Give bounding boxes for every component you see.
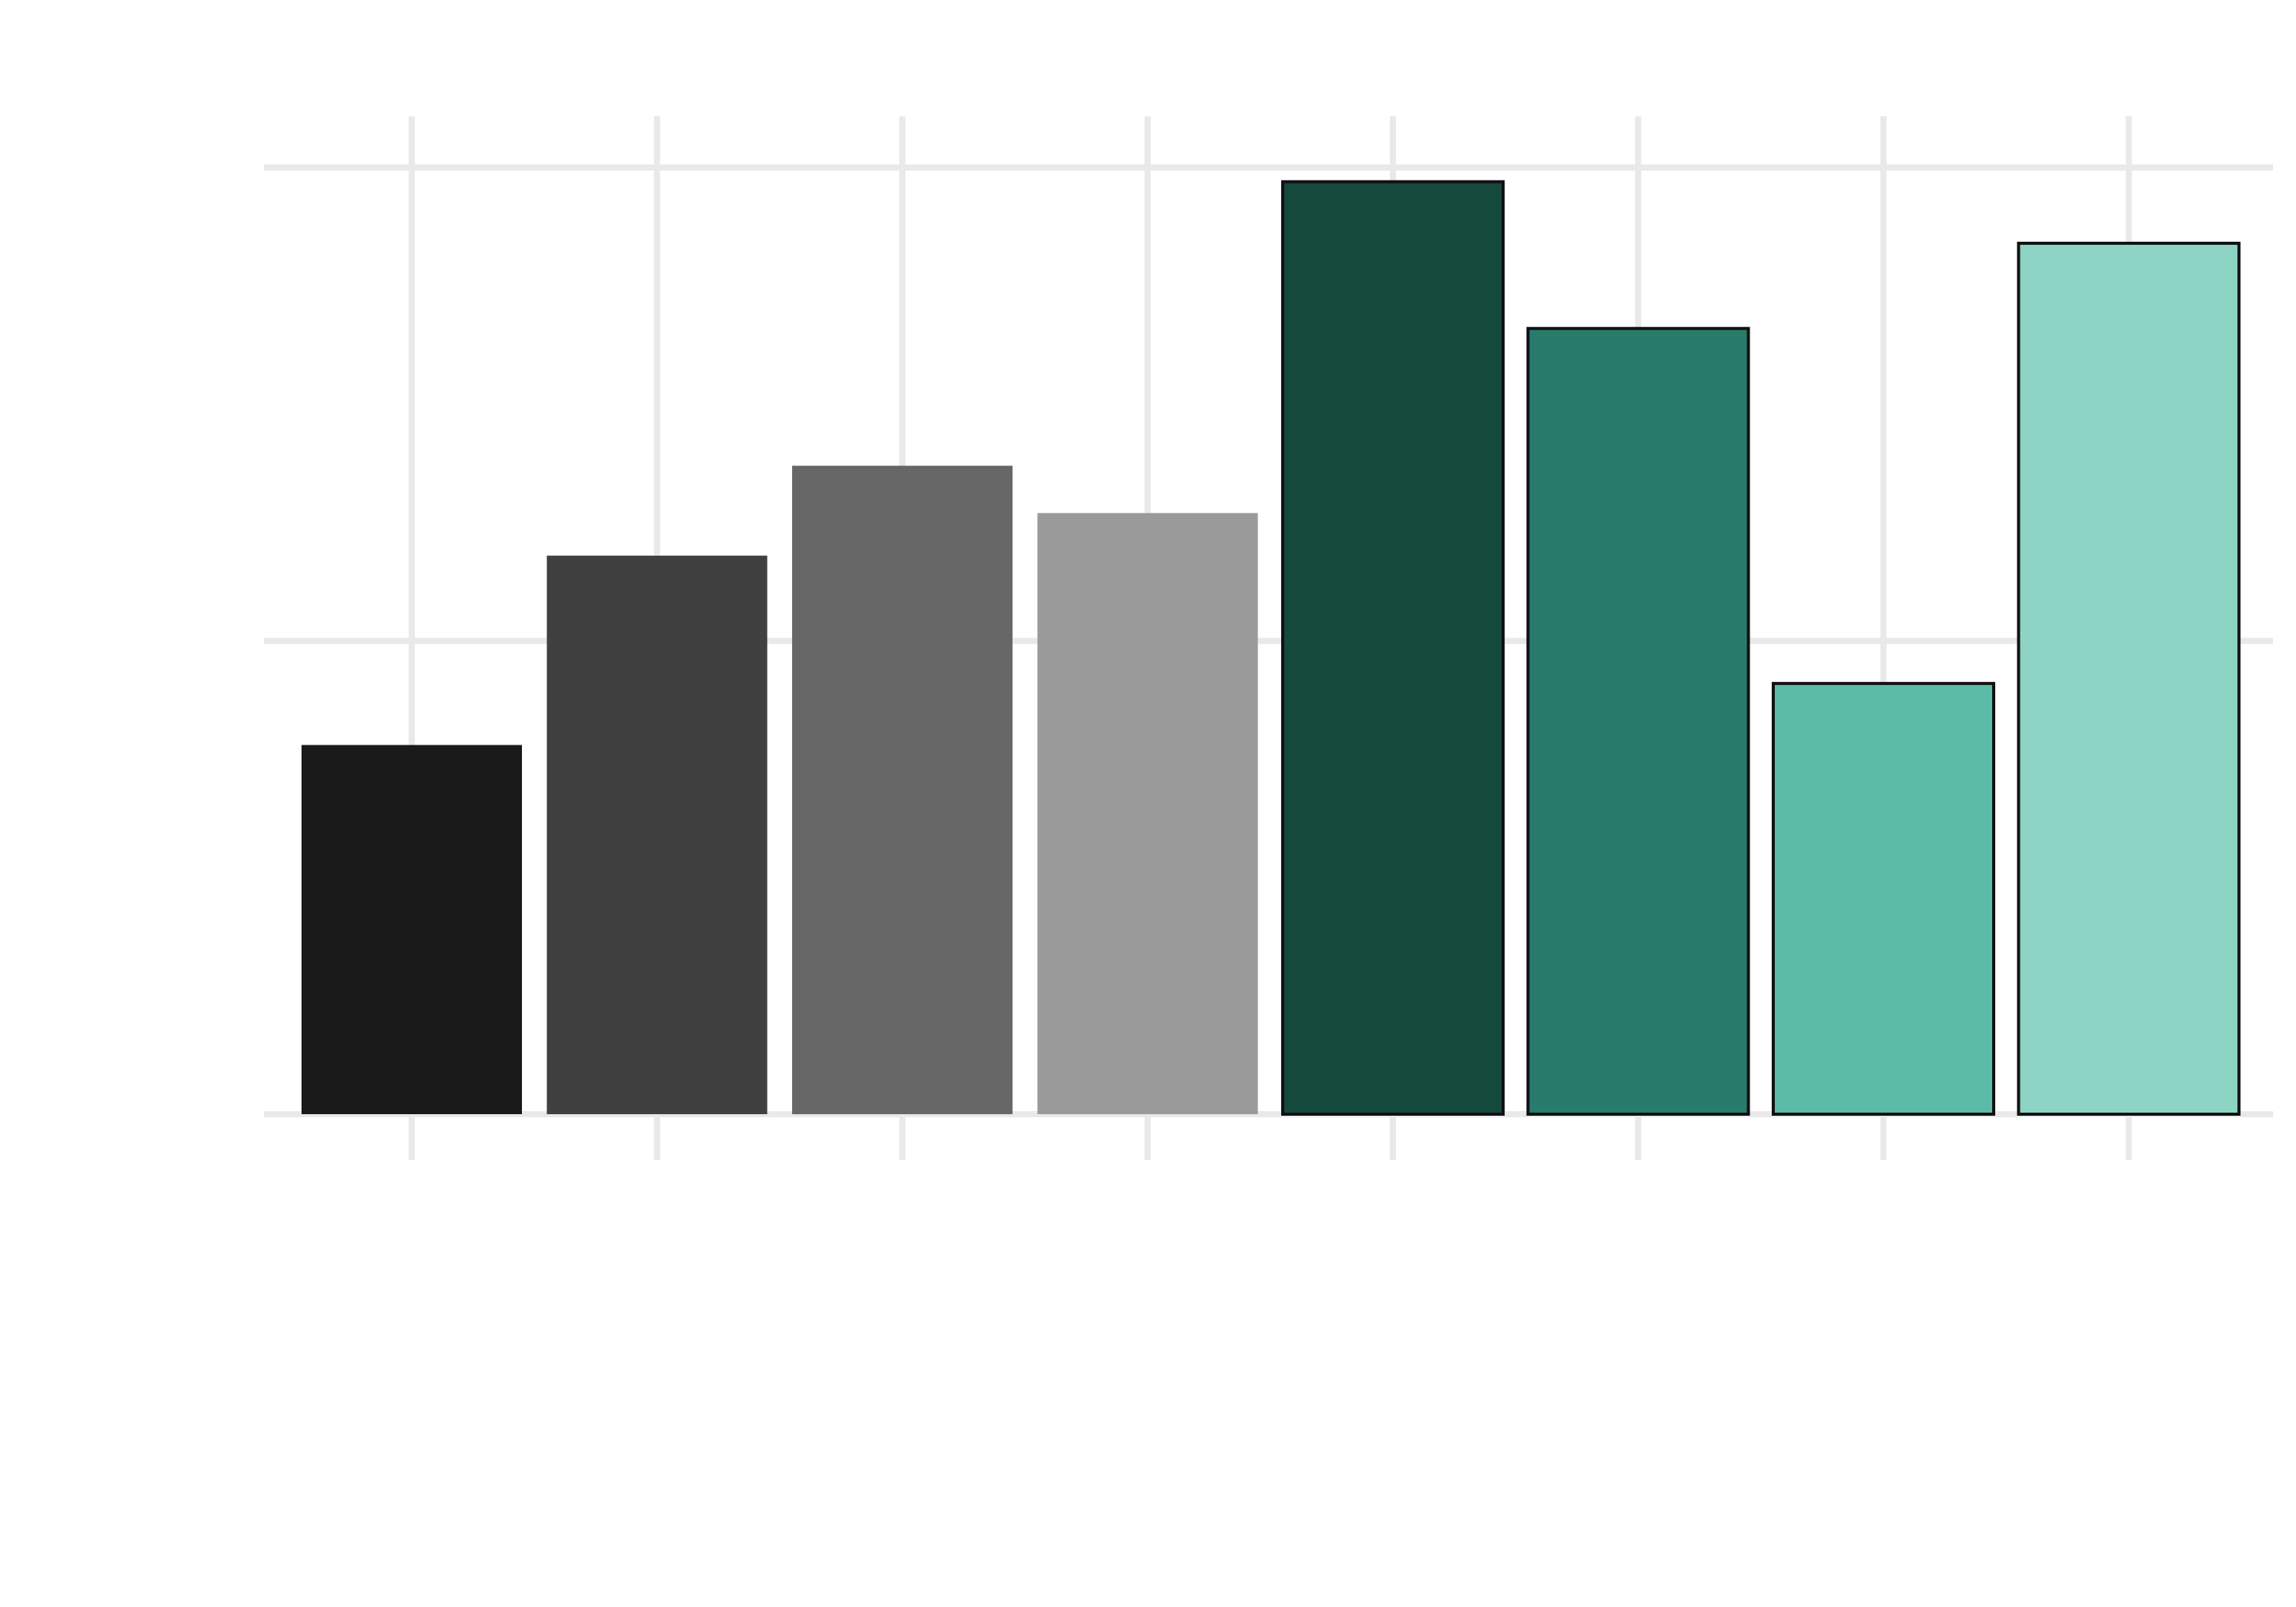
bar bbox=[1038, 513, 1258, 1114]
bar bbox=[1283, 181, 1503, 1114]
bar bbox=[2019, 243, 2239, 1114]
bar bbox=[302, 745, 522, 1114]
bar bbox=[1528, 328, 1749, 1114]
bar bbox=[1773, 683, 1994, 1114]
bar bbox=[792, 466, 1013, 1114]
bar bbox=[547, 556, 768, 1114]
bars bbox=[302, 181, 2239, 1114]
